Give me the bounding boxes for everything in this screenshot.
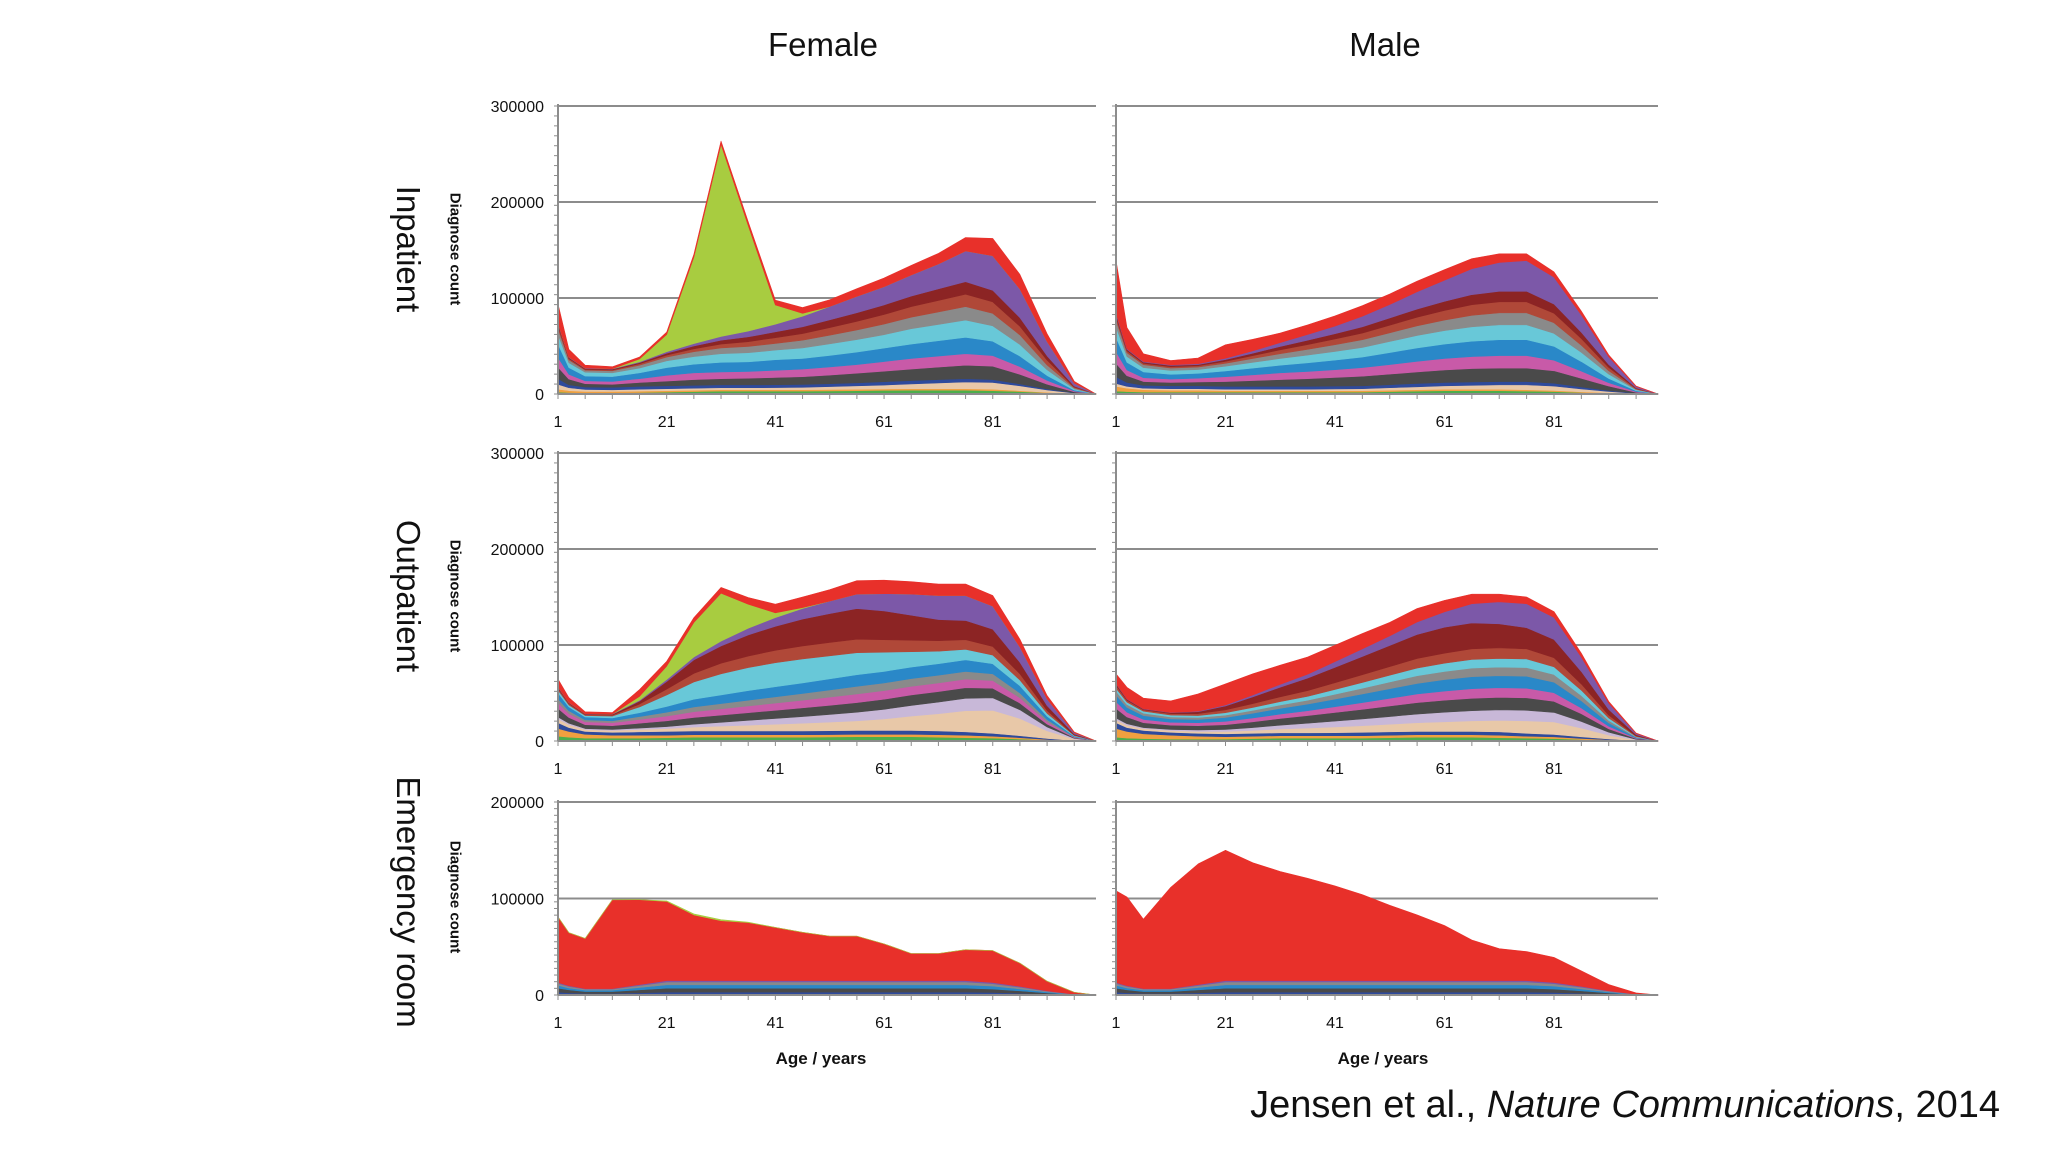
citation-year: , 2014: [1894, 1084, 2000, 1126]
emergency-female-x-tick-label-3: 61: [875, 1015, 893, 1032]
emergency-male-x-tick-label-3: 61: [1436, 1015, 1454, 1032]
emergency-female-y-tick-label-0: 0: [535, 988, 544, 1005]
emergency-female-x-tick-label-2: 41: [766, 1015, 784, 1032]
inpatient-male-x-tick-label-4: 81: [1545, 414, 1563, 431]
inpatient-female-y-tick-label-3: 300000: [491, 99, 544, 116]
outpatient-female-x-tick-label-3: 61: [875, 761, 893, 778]
x-axis-label-female: Age / years: [775, 1049, 867, 1068]
citation: Jensen et al., Nature Communications, 20…: [1250, 1084, 2000, 1127]
inpatient-female-y-tick-label-0: 0: [535, 387, 544, 404]
inpatient-male-series-area-12: [1115, 253, 1659, 395]
inpatient-male-x-tick-label-0: 1: [1112, 414, 1121, 431]
citation-journal: Nature Communications: [1486, 1084, 1895, 1126]
outpatient-female-x-tick-label-0: 1: [554, 761, 563, 778]
inpatient-female-y-tick-label-2: 200000: [491, 195, 544, 212]
outpatient-female-x-tick-label-2: 41: [766, 761, 784, 778]
emergency-male-x-tick-label-4: 81: [1545, 1015, 1563, 1032]
outpatient-female-x-tick-label-1: 21: [658, 761, 676, 778]
outpatient-female-x-tick-label-4: 81: [984, 761, 1002, 778]
outpatient-female-y-tick-label-1: 100000: [491, 638, 544, 655]
inpatient-female-x-tick-label-2: 41: [766, 414, 784, 431]
outpatient-female-y-tick-label-2: 200000: [491, 542, 544, 559]
inpatient-female-x-tick-label-1: 21: [658, 414, 676, 431]
inpatient-male-x-tick-label-3: 61: [1436, 414, 1454, 431]
outpatient-female-series-area-14: [557, 579, 1097, 742]
outpatient-male-x-tick-label-4: 81: [1545, 761, 1563, 778]
inpatient-female-x-tick-label-4: 81: [984, 414, 1002, 431]
emergency-female-series-area-6: [557, 899, 1097, 996]
inpatient-male-x-tick-label-1: 21: [1217, 414, 1235, 431]
outpatient-male-x-tick-label-2: 41: [1326, 761, 1344, 778]
inpatient-female-x-tick-label-3: 61: [875, 414, 893, 431]
emergency-female-y-tick-label-1: 100000: [491, 892, 544, 909]
emergency-female-x-tick-label-4: 81: [984, 1015, 1002, 1032]
outpatient-female-y-tick-label-0: 0: [535, 734, 544, 751]
emergency-female-x-tick-label-0: 1: [554, 1015, 563, 1032]
emergency-male-x-tick-label-1: 21: [1217, 1015, 1235, 1032]
column-title-female: Female: [767, 26, 879, 63]
emergency-male-x-tick-label-0: 1: [1112, 1015, 1121, 1032]
emergency-male-series-area-6: [1115, 849, 1659, 996]
citation-authors: Jensen et al.,: [1250, 1084, 1487, 1126]
emergency-female-x-tick-label-1: 21: [658, 1015, 676, 1032]
inpatient-female-y-tick-label-1: 100000: [491, 291, 544, 308]
inpatient-female-series-area-13: [557, 140, 1097, 395]
outpatient-female-y-tick-label-3: 300000: [491, 446, 544, 463]
emergency-male-x-tick-label-2: 41: [1326, 1015, 1344, 1032]
x-axis-label-male: Age / years: [1337, 1049, 1429, 1068]
outpatient-male-x-tick-label-3: 61: [1436, 761, 1454, 778]
column-title-male: Male: [1349, 26, 1421, 63]
outpatient-male-x-tick-label-1: 21: [1217, 761, 1235, 778]
inpatient-male-x-tick-label-2: 41: [1326, 414, 1344, 431]
emergency-female-y-tick-label-2: 200000: [491, 795, 544, 812]
outpatient-male-x-tick-label-0: 1: [1112, 761, 1121, 778]
inpatient-female-x-tick-label-0: 1: [554, 414, 563, 431]
outpatient-male-series-area-13: [1115, 593, 1659, 742]
